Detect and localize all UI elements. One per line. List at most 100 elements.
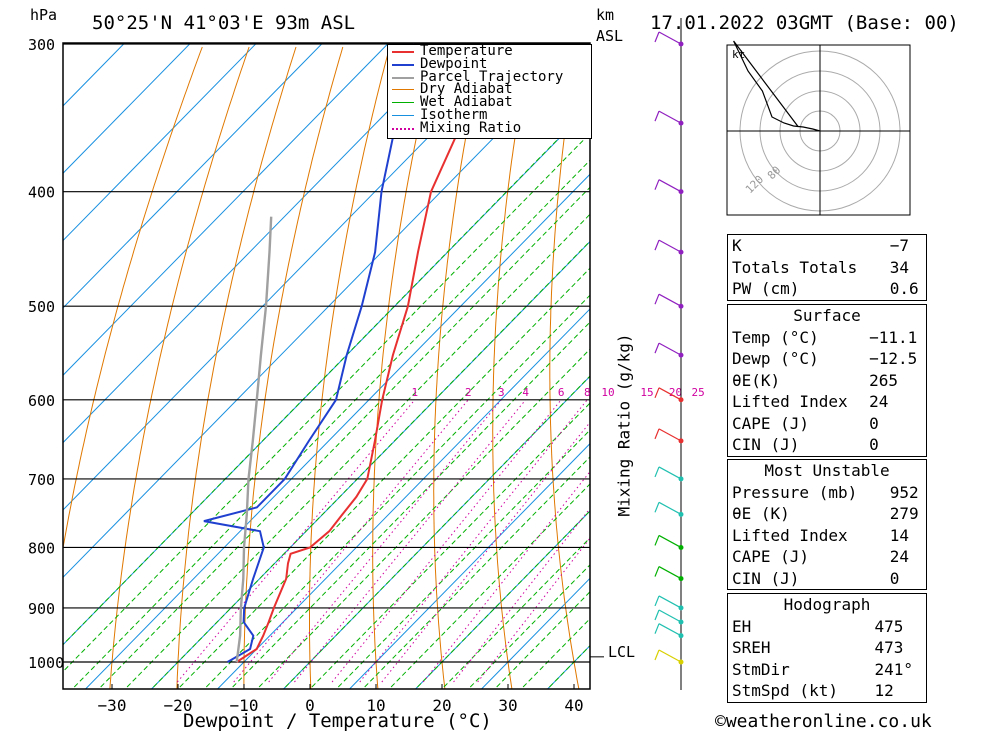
index-label: θE (K) (732, 504, 790, 524)
wet-adiabat-line (364, 456, 590, 688)
wind-barb-staff (658, 649, 682, 663)
index-value: 0 (869, 413, 879, 433)
wind-barb-flag (654, 342, 660, 354)
index-row: Temp (°C) −11.1 (728, 327, 927, 349)
index-label: CIN (J) (732, 568, 800, 588)
wind-barb-flag (654, 179, 660, 190)
index-value: 12 (874, 681, 894, 701)
wet-adiabat-line (205, 294, 590, 688)
x-tick-label: 0 (305, 696, 315, 715)
mixing-ratio-line (422, 470, 590, 683)
index-label: CIN (J) (732, 435, 800, 455)
wind-barb-staff (658, 342, 682, 356)
index-label: Dewp (°C) (732, 349, 819, 369)
wind-barb-flag (654, 502, 660, 513)
index-label: Temp (°C) (732, 327, 819, 347)
location-title: 50°25'N 41°03'E 93m ASL (92, 12, 356, 34)
index-value: 0 (869, 435, 879, 455)
wind-barb-staff (658, 595, 682, 609)
wet-adiabat-line (258, 348, 590, 688)
isotherm-line (349, 442, 590, 689)
indices-surface-table: Surface Temp (°C) −11.1 Dewp (°C) −12.5 θE… (727, 304, 927, 457)
index-value: 24 (869, 392, 889, 412)
dry-adiabat-line (549, 46, 580, 689)
wind-barb-flag (654, 535, 660, 546)
pressure-tick-label: 900 (28, 600, 55, 618)
dry-adiabat-line (176, 46, 297, 689)
mixing-ratio-tick-label: 2 (465, 386, 472, 399)
index-row: Lifted Index 24 (728, 391, 927, 413)
wet-adiabat-line (311, 402, 590, 688)
isotherm-line (63, 43, 257, 242)
plot-frame (62, 42, 591, 690)
legend-item-wet-adiabat: Wet Adiabat (388, 94, 591, 111)
legend-swatch (392, 89, 414, 91)
section-header: Hodograph (728, 594, 927, 616)
index-row: K −7 (728, 235, 927, 257)
pressure-tick-label: 700 (28, 471, 55, 489)
pressure-unit-label: hPa (30, 6, 58, 24)
index-row: PW (cm) 0.6 (728, 278, 927, 300)
mixing-ratio-tick-label: 4 (522, 386, 529, 399)
index-label: PW (cm) (732, 279, 800, 299)
legend-label: Wet Adiabat (420, 94, 513, 111)
section-header: Most Unstable (728, 460, 927, 482)
height-unit-asl: ASL (596, 27, 624, 45)
index-value: 34 (889, 257, 909, 277)
index-value: 241° (874, 659, 914, 679)
parcel-trajectory-line (235, 216, 273, 663)
wind-barb-staff (658, 179, 682, 193)
legend-swatch (392, 51, 414, 53)
wet-adiabat-line (179, 267, 590, 688)
index-row: StmDir 241° (728, 659, 927, 681)
wind-barb-staff (658, 609, 682, 623)
index-row: SREH 473 (728, 637, 927, 659)
legend-label: Temperature (420, 43, 513, 59)
isotherm-line (0, 43, 59, 689)
wind-barb-flag (654, 110, 660, 122)
pressure-tick-label: 300 (28, 36, 55, 54)
index-label: θE(K) (732, 370, 781, 390)
mixing-ratio-line (359, 399, 588, 683)
credit-text[interactable]: ©weatheronline.co.uk (715, 711, 932, 732)
wind-barb-flag (654, 387, 660, 399)
wind-barb-flag (654, 428, 660, 440)
pressure-tick-label: 400 (28, 184, 55, 202)
wind-barb-staff (658, 623, 682, 637)
index-row: Totals Totals 34 (728, 257, 927, 279)
wet-adiabat-line (496, 591, 590, 688)
dry-adiabat-line (243, 46, 344, 689)
temperature-line (236, 43, 508, 663)
index-row: Pressure (mb) 952 (728, 482, 927, 504)
legend-label: Mixing Ratio (420, 119, 522, 136)
legend-label: Parcel Trajectory (420, 68, 564, 85)
legend-item-mixing-ratio: Mixing Ratio (388, 119, 591, 136)
wind-barb-staff (658, 466, 682, 480)
index-label: EH (732, 616, 752, 636)
mixing-ratio-tick-label: 8 (584, 386, 591, 399)
mixing-ratio-line (331, 399, 562, 683)
index-label: Pressure (mb) (732, 482, 858, 502)
dewpoint-line (203, 43, 415, 663)
wind-barb-staff (658, 110, 682, 124)
wind-barb-staff (658, 566, 682, 580)
index-label: SREH (732, 638, 771, 658)
x-tick-label: 10 (366, 696, 385, 715)
dry-adiabat-line (433, 46, 484, 689)
x-tick-label: −10 (230, 696, 259, 715)
wet-adiabat-line (443, 537, 590, 688)
index-row: θE (K) 279 (728, 503, 927, 525)
index-row: CIN (J) 0 (728, 434, 927, 456)
hodograph-trace (733, 40, 821, 132)
wind-barb-flag (654, 623, 660, 634)
legend-swatch (392, 127, 414, 130)
mixing-ratio-tick-label: 6 (558, 386, 565, 399)
dry-adiabat-line (492, 46, 531, 689)
x-tick-label: −30 (98, 696, 127, 715)
surface-title: Surface (793, 306, 861, 326)
section-header: Surface (728, 305, 927, 327)
index-label: Lifted Index (732, 392, 848, 412)
x-axis-label: Dewpoint / Temperature (°C) (183, 710, 492, 732)
wind-barb-flag (654, 609, 660, 621)
